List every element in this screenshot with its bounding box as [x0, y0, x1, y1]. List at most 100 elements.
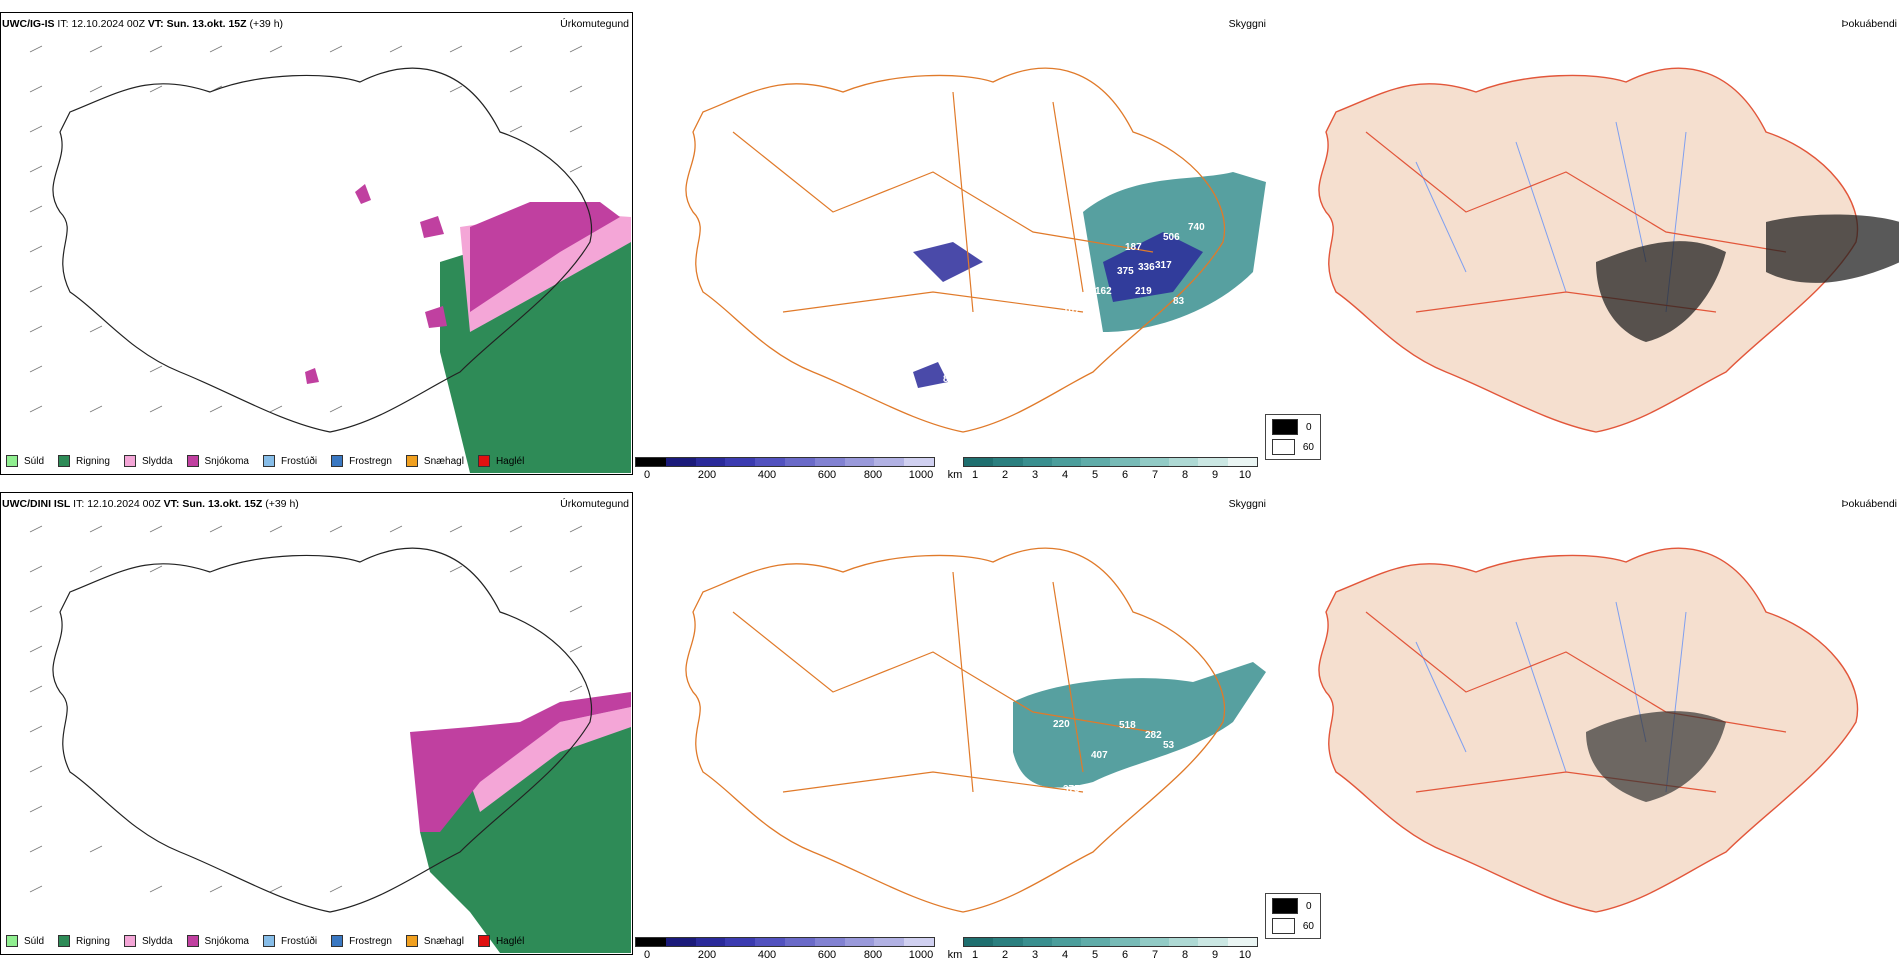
wind-barbs — [29, 525, 583, 893]
ptype-snow-small — [305, 184, 447, 384]
panel-variable-label: Þokuábendi — [1841, 498, 1897, 510]
visibility-tick: 9 — [1211, 949, 1219, 961]
ceiling-label: 282 — [1145, 730, 1162, 741]
visibility-tick: 6 — [1121, 469, 1129, 481]
legend-item-snow: Snjókoma — [186, 935, 249, 947]
visibility-map: 220 518 282 53 407 375 — [685, 547, 1266, 913]
fog-map — [1318, 547, 1859, 913]
ceiling-tick: 0 — [643, 949, 651, 961]
ptype-panel-row1: UWC/DINI ISL IT: 12.10.2024 00Z VT: Sun.… — [0, 492, 633, 967]
ceiling-tick: 600 — [817, 469, 837, 481]
visibility-tick: 7 — [1151, 469, 1159, 481]
visibility-tick: 10 — [1238, 949, 1252, 961]
ceiling-tick: 1000 — [908, 469, 934, 481]
ptype-map — [29, 45, 631, 473]
legend-item-freezing-drizzle: Frostúði — [262, 935, 317, 947]
visibility-tick: 5 — [1091, 949, 1099, 961]
ptype-panel-row0: UWC/IG-IS IT: 12.10.2024 00Z VT: Sun. 13… — [0, 12, 633, 487]
visibility-tick: 1 — [971, 469, 979, 481]
rain-swatch — [58, 455, 71, 467]
ceiling-tick: 200 — [697, 949, 717, 961]
panel-variable-label: Skyggni — [1228, 18, 1266, 30]
fog-map — [1318, 67, 1899, 433]
ceiling-label: 220 — [1053, 719, 1070, 730]
visibility-colorbar-bar — [963, 937, 1258, 947]
legend-item-sleet: Slydda — [123, 935, 173, 947]
ptype-map — [29, 525, 631, 953]
ceiling-tick: 200 — [697, 469, 717, 481]
ceiling-label: 86 — [943, 374, 955, 385]
panel-title: UWC/DINI ISL IT: 12.10.2024 00Z VT: Sun.… — [2, 498, 299, 510]
ptype-snow-area — [470, 202, 620, 312]
roads — [732, 91, 1154, 313]
legend-item-graupel: Snæhagl — [405, 455, 464, 467]
ceiling-label: 162 — [1095, 286, 1112, 297]
legend-item-sleet: Slydda — [123, 455, 173, 467]
ceiling-label: 518 — [1119, 720, 1136, 731]
visibility-tick: 4 — [1061, 949, 1069, 961]
visibility-tick: 1 — [971, 949, 979, 961]
visibility-tick: 4 — [1061, 469, 1069, 481]
panel-title: UWC/IG-IS IT: 12.10.2024 00Z VT: Sun. 13… — [2, 18, 284, 30]
visibility-unit: km — [947, 949, 963, 961]
drizzle-swatch — [6, 455, 18, 467]
rivers — [1415, 601, 1687, 793]
ceiling-tick: 800 — [863, 469, 883, 481]
fog-legend: 0 60 — [1265, 893, 1321, 939]
ceiling-label: 375 — [1063, 784, 1080, 795]
ceiling-label: 407 — [1091, 750, 1108, 761]
hail-swatch — [477, 935, 490, 947]
iceland-coastline — [685, 547, 1226, 913]
visibility-colorbar: km 1 2 3 4 5 6 7 8 9 10 — [948, 937, 1258, 963]
ceiling-tick: 600 — [817, 949, 837, 961]
visibility-tick: 2 — [1001, 949, 1009, 961]
fog-area — [1596, 214, 1899, 342]
ptype-sleet-area — [470, 707, 631, 812]
ceiling-tick: 0 — [643, 469, 651, 481]
ceiling-label: 187 — [1125, 242, 1142, 253]
ptype-rain-area — [420, 722, 631, 953]
freezing-drizzle-swatch — [262, 935, 275, 947]
fog-panel-row0: Þokuábendi — [1266, 12, 1899, 487]
iceland-coastline — [52, 67, 593, 433]
ptype-legend: Súld Rigning Slydda Snjókoma Frostúði Fr… — [6, 455, 524, 467]
legend-item-rain: Rigning — [58, 935, 110, 947]
ceiling-colorbar: m 0 200 400 600 800 1000 — [633, 937, 935, 963]
rivers — [1415, 121, 1687, 313]
snow-swatch — [186, 935, 199, 947]
ceiling-tick: 1000 — [908, 949, 934, 961]
legend-item-snow: Snjókoma — [186, 455, 249, 467]
low-visibility-area — [1013, 662, 1266, 788]
roads — [732, 571, 1154, 793]
fog-swatch-high — [1272, 918, 1295, 934]
rain-swatch — [58, 935, 71, 947]
ceiling-label: 336 — [1138, 262, 1155, 273]
ceiling-label: 740 — [1188, 222, 1205, 233]
ceiling-label: 219 — [1135, 286, 1152, 297]
visibility-tick: 7 — [1151, 949, 1159, 961]
ceiling-label: 375 — [1117, 266, 1134, 277]
graupel-swatch — [405, 935, 418, 947]
ptype-snow-area — [410, 692, 631, 832]
map-frame — [0, 12, 633, 475]
visibility-colorbar-bar — [963, 457, 1258, 467]
low-ceiling-area — [913, 232, 1203, 388]
legend-item-freezing-rain: Frostregn — [331, 935, 392, 947]
visibility-tick: 3 — [1031, 469, 1039, 481]
legend-item-hail: Haglél — [477, 935, 524, 947]
drizzle-swatch — [6, 935, 18, 947]
ceiling-label: 506 — [1163, 232, 1180, 243]
legend-item-graupel: Snæhagl — [405, 935, 464, 947]
sleet-swatch — [123, 455, 136, 467]
wind-barbs — [29, 45, 583, 413]
visibility-tick: 8 — [1181, 469, 1189, 481]
iceland-coastline — [52, 547, 593, 913]
hail-swatch — [477, 455, 490, 467]
visibility-map: 740 506 187 336 317 375 219 162 83 107 8… — [685, 67, 1266, 433]
legend-item-rain: Rigning — [58, 455, 110, 467]
graupel-swatch — [405, 455, 418, 467]
visibility-unit: km — [947, 469, 963, 481]
legend-item-hail: Haglél — [477, 455, 524, 467]
sleet-swatch — [123, 935, 136, 947]
panel-variable-label: Úrkomutegund — [560, 498, 629, 510]
